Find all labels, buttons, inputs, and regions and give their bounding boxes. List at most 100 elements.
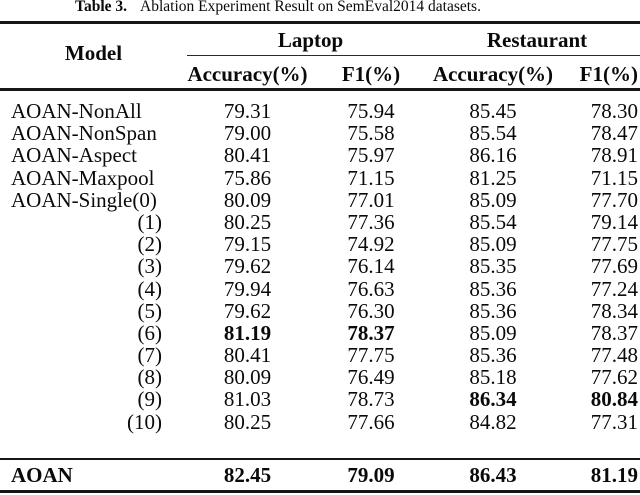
value-cell: 81.03 xyxy=(223,387,272,412)
model-cell: AOAN-NonAll xyxy=(11,99,142,123)
value-cell: 75.94 xyxy=(347,99,395,123)
value-cell: 79.15 xyxy=(223,232,272,257)
value-cell: 79.14 xyxy=(590,209,638,234)
value-cell: 76.14 xyxy=(347,254,395,279)
value-cell: 77.62 xyxy=(590,365,638,390)
value-cell: 79.00 xyxy=(223,121,272,146)
model-cell: AOAN-Aspect xyxy=(11,143,137,168)
subheader-spacer xyxy=(0,60,187,88)
table-row: (5) 79.62 76.30 85.36 78.34 xyxy=(0,298,640,323)
group-header-laptop: Laptop xyxy=(277,27,344,52)
table-bottom-rule xyxy=(0,489,640,493)
value-cell: 77.36 xyxy=(347,209,395,234)
column-header-model: Model xyxy=(64,40,123,65)
value-cell: 79.09 xyxy=(347,463,395,487)
header-bottom-rule xyxy=(0,88,640,91)
value-cell: 77.75 xyxy=(590,232,638,257)
value-cell: 78.34 xyxy=(590,298,638,323)
model-cell: (5) xyxy=(137,298,163,323)
value-cell: 85.18 xyxy=(469,365,517,390)
value-cell: 85.36 xyxy=(469,276,517,301)
value-cell: 82.45 xyxy=(223,463,272,487)
table-row: (4) 79.94 76.63 85.36 77.24 xyxy=(0,276,640,301)
column-header-laptop-accuracy: Accuracy(%) xyxy=(187,61,308,86)
value-cell: 75.58 xyxy=(347,121,395,146)
value-cell: 80.41 xyxy=(223,343,272,368)
table-row: (6) 81.19 78.37 85.09 78.37 xyxy=(0,322,640,344)
model-cell: (1) xyxy=(137,209,163,234)
table-row: (10) 80.25 77.66 84.82 77.31 xyxy=(0,409,640,434)
table-row: (1) 80.25 77.36 85.54 79.14 xyxy=(0,211,640,233)
value-cell: 77.01 xyxy=(347,187,395,212)
value-cell: 84.82 xyxy=(469,409,517,434)
table-row: (7) 80.41 77.75 85.36 77.48 xyxy=(0,344,640,366)
value-cell: 85.09 xyxy=(469,187,517,212)
footer-top-rule xyxy=(0,458,640,461)
table-row: AOAN-Maxpool 75.86 71.15 81.25 71.15 xyxy=(0,165,640,190)
value-cell: 85.35 xyxy=(469,254,517,279)
model-cell: AOAN-Single(0) xyxy=(11,187,157,212)
table-row: (2) 79.15 74.92 85.09 77.75 xyxy=(0,233,640,255)
value-cell: 80.25 xyxy=(223,409,272,434)
table-body: AOAN-NonAll 79.31 75.94 85.45 78.30 AOAN-NonS… xyxy=(0,100,640,433)
value-cell: 77.31 xyxy=(590,409,638,434)
value-cell: 78.73 xyxy=(347,387,395,412)
model-cell: (9) xyxy=(137,387,163,412)
value-cell: 80.41 xyxy=(223,143,272,168)
value-cell: 85.36 xyxy=(469,298,517,323)
value-cell: 78.91 xyxy=(590,143,638,168)
value-cell: 78.37 xyxy=(590,320,638,345)
model-cell: (3) xyxy=(137,254,163,279)
footer-row: AOAN 82.45 79.09 86.43 81.19 xyxy=(0,462,640,489)
table-row: AOAN-NonSpan 79.00 75.58 85.54 78.47 xyxy=(0,122,640,144)
value-cell: 85.36 xyxy=(469,343,517,368)
value-cell: 85.54 xyxy=(469,121,517,146)
table-row: (3) 79.62 76.14 85.35 77.69 xyxy=(0,255,640,277)
value-cell: 86.16 xyxy=(469,143,517,168)
model-cell: (6) xyxy=(137,320,163,345)
value-cell: 75.97 xyxy=(347,143,395,168)
model-cell: AOAN-Maxpool xyxy=(11,165,155,190)
value-cell: 85.54 xyxy=(469,209,517,234)
value-cell: 78.37 xyxy=(347,320,395,345)
table-caption: Table 3. Ablation Experiment Result on Se… xyxy=(0,0,556,16)
value-cell: 77.24 xyxy=(590,276,638,301)
table-row: AOAN-Single(0) 80.09 77.01 85.09 77.70 xyxy=(0,189,640,211)
value-cell: 79.62 xyxy=(223,298,272,323)
value-cell: 80.84 xyxy=(590,387,638,412)
value-cell: 85.45 xyxy=(469,99,517,123)
table-row: (8) 80.09 76.49 85.18 77.62 xyxy=(0,366,640,388)
value-cell: 79.62 xyxy=(223,254,272,279)
value-cell: 81.19 xyxy=(223,320,272,345)
value-cell: 76.49 xyxy=(347,365,395,390)
subheader-row: Accuracy(%) F1(%) Accuracy(%) F1(%) xyxy=(0,60,640,88)
model-cell: (4) xyxy=(137,276,163,301)
value-cell: 77.70 xyxy=(590,187,638,212)
value-cell: 76.63 xyxy=(347,276,395,301)
table-row: (9) 81.03 78.73 86.34 80.84 xyxy=(0,388,640,410)
value-cell: 85.09 xyxy=(469,232,517,257)
table-top-rule xyxy=(0,20,640,24)
group-header-restaurant: Restaurant xyxy=(486,27,588,52)
value-cell: 86.34 xyxy=(469,387,517,412)
value-cell: 71.15 xyxy=(347,165,395,190)
column-header-laptop-f1: F1(%) xyxy=(341,61,401,86)
value-cell: 86.43 xyxy=(469,463,517,487)
value-cell: 80.09 xyxy=(223,365,272,390)
column-header-restaurant-f1: F1(%) xyxy=(579,61,638,86)
table-row: AOAN-NonAll 79.31 75.94 85.45 78.30 xyxy=(0,100,640,122)
value-cell: 78.47 xyxy=(590,121,638,146)
table-caption-label: Table 3. xyxy=(75,0,128,15)
value-cell: 80.09 xyxy=(223,187,272,212)
column-header-restaurant-accuracy: Accuracy(%) xyxy=(432,61,554,86)
table-row: AOAN-Aspect 80.41 75.97 86.16 78.91 xyxy=(0,144,640,166)
model-cell: (7) xyxy=(137,343,163,368)
value-cell: 79.94 xyxy=(223,276,272,301)
table-caption-text: Ablation Experiment Result on SemEval201… xyxy=(140,0,481,15)
model-cell: (2) xyxy=(137,232,163,257)
model-cell: AOAN xyxy=(11,463,73,487)
value-cell: 77.69 xyxy=(590,254,638,279)
value-cell: 81.19 xyxy=(590,463,638,487)
value-cell: 71.15 xyxy=(590,165,638,190)
